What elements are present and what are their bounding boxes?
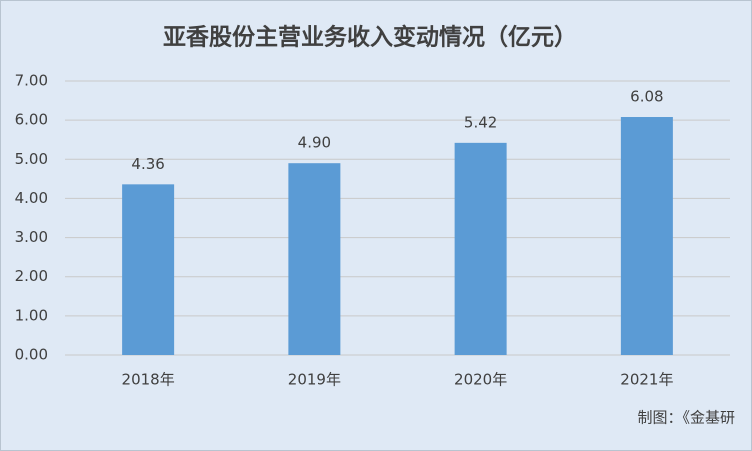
y-tick-label: 6.00 — [15, 111, 48, 129]
y-tick-label: 5.00 — [15, 150, 48, 168]
data-label: 6.08 — [630, 88, 663, 106]
bar — [122, 184, 175, 355]
y-tick-label: 1.00 — [15, 306, 48, 324]
x-tick-label: 2019年 — [288, 371, 341, 389]
y-tick-label: 4.00 — [15, 189, 48, 207]
data-label: 4.90 — [298, 134, 331, 152]
y-tick-label: 0.00 — [15, 346, 48, 364]
bar — [620, 117, 673, 355]
source-note: 制图：《金基研 — [637, 409, 735, 427]
chart-title: 亚香股份主营业务收入变动情况（亿元） — [163, 24, 577, 51]
bar — [288, 163, 341, 355]
x-tick-label: 2018年 — [122, 371, 175, 389]
x-tick-label: 2020年 — [454, 371, 507, 389]
data-label: 5.42 — [464, 113, 497, 131]
data-label: 4.36 — [131, 155, 164, 173]
x-tick-label: 2021年 — [620, 371, 673, 389]
bar — [454, 142, 507, 355]
y-tick-label: 7.00 — [15, 72, 48, 90]
y-tick-label: 2.00 — [15, 267, 48, 285]
y-tick-label: 3.00 — [15, 228, 48, 246]
